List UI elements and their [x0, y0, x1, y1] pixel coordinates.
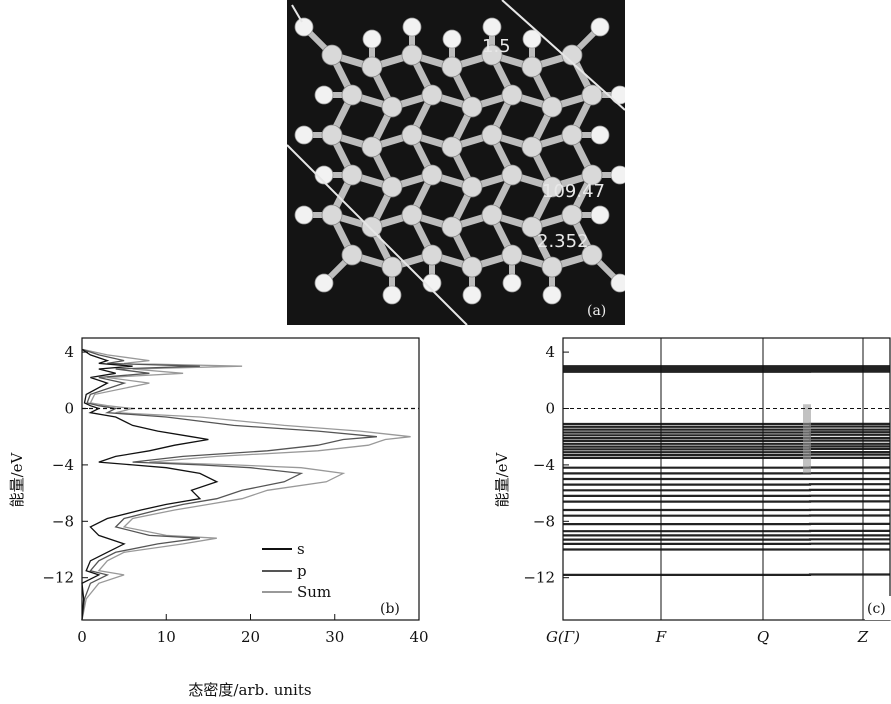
y-tick-label: −12	[523, 569, 555, 587]
k-point-label: Z	[857, 628, 869, 646]
silicon-atom	[362, 137, 382, 157]
hydrogen-atom	[483, 18, 501, 36]
silicon-atom	[322, 205, 342, 225]
hydrogen-atom	[295, 126, 313, 144]
silicon-atom	[402, 45, 422, 65]
panel-c-label: (c)	[867, 601, 886, 617]
energy-band	[563, 435, 890, 436]
x-tick-label: 20	[241, 628, 260, 646]
silicon-atom	[322, 125, 342, 145]
molecule-image: 109.47 2.352 1.5 (a)	[287, 0, 625, 325]
silicon-atom	[382, 257, 402, 277]
silicon-atom	[442, 137, 462, 157]
x-tick-label: 30	[325, 628, 344, 646]
silicon-atom	[502, 85, 522, 105]
silicon-atom	[422, 85, 442, 105]
hydrogen-atom	[295, 18, 313, 36]
hydrogen-atom	[315, 274, 333, 292]
silicon-atom	[342, 85, 362, 105]
dos-series-p	[82, 349, 377, 620]
silicon-atom	[462, 97, 482, 117]
panel-a-label: (a)	[587, 303, 606, 319]
hydrogen-atom	[591, 206, 609, 224]
dos-series-sum	[82, 349, 411, 620]
y-tick-label: −8	[533, 512, 555, 530]
hydrogen-atom	[591, 126, 609, 144]
silicon-atom	[382, 177, 402, 197]
silicon-atom	[462, 257, 482, 277]
silicon-atom	[502, 245, 522, 265]
structure-panel: 109.47 2.352 1.5 (a)	[287, 0, 625, 325]
silicon-atom	[462, 177, 482, 197]
x-tick-label: 40	[409, 628, 428, 646]
silicon-atom	[342, 245, 362, 265]
band-panel: 4 0 −4 −8 −12 G(Γ) F Q Z (c) 能量/eV	[495, 330, 891, 700]
legend-label-s: s	[297, 540, 305, 558]
hydrogen-atom	[315, 86, 333, 104]
legend-label-p: p	[297, 562, 307, 580]
hydrogen-atom	[363, 30, 381, 48]
silicon-atom	[542, 257, 562, 277]
band-overlap-shade	[803, 404, 811, 473]
silicon-atom	[482, 125, 502, 145]
silicon-atom	[482, 205, 502, 225]
k-point-label: G(Γ)	[546, 628, 580, 646]
y-tick-label: 4	[545, 343, 555, 361]
silicon-atom	[442, 217, 462, 237]
bond-length-label: 2.352	[537, 231, 589, 252]
silicon-atom	[442, 57, 462, 77]
legend-label-sum: Sum	[297, 583, 331, 601]
x-tick-label: 0	[77, 628, 87, 646]
silicon-atom	[322, 45, 342, 65]
k-point-label: Q	[757, 628, 769, 646]
y-axis-label: 能量/eV	[8, 451, 26, 507]
legend: s p Sum	[262, 540, 331, 601]
silicon-atom	[542, 97, 562, 117]
hydrogen-atom	[463, 286, 481, 304]
silicon-atom	[562, 125, 582, 145]
panel-b-label: (b)	[380, 601, 400, 617]
silicon-atom	[522, 57, 542, 77]
silicon-atom	[502, 165, 522, 185]
energy-band	[563, 449, 890, 450]
y-tick-label: 0	[545, 400, 555, 418]
silicon-atom	[562, 205, 582, 225]
x-tick-label: 10	[157, 628, 176, 646]
hydrogen-atom	[611, 86, 625, 104]
silicon-atom	[362, 57, 382, 77]
y-tick-label: −4	[52, 456, 74, 474]
hydrogen-atom	[383, 286, 401, 304]
bond-angle-label: 109.47	[542, 181, 605, 202]
y-tick-label: −8	[52, 512, 74, 530]
hydrogen-atom	[503, 274, 521, 292]
hydrogen-atom	[403, 18, 421, 36]
y-tick-label: −4	[533, 456, 555, 474]
y-tick-label: −12	[42, 569, 74, 587]
bond-length-label-top: 1.5	[482, 36, 511, 57]
silicon-atom	[382, 97, 402, 117]
hydrogen-atom	[295, 206, 313, 224]
hydrogen-atom	[591, 18, 609, 36]
silicon-atom	[522, 137, 542, 157]
hydrogen-atom	[611, 166, 625, 184]
silicon-atom	[402, 125, 422, 145]
silicon-atom	[362, 217, 382, 237]
k-point-label: F	[655, 628, 667, 646]
hydrogen-atom	[443, 30, 461, 48]
band-chart: 4 0 −4 −8 −12 G(Γ) F Q Z (c) 能量/eV	[495, 330, 891, 700]
y-tick-label: 4	[64, 343, 74, 361]
silicon-atom	[422, 245, 442, 265]
y-tick-label: 0	[64, 400, 74, 418]
y-axis-label-c: 能量/eV	[495, 451, 511, 507]
silicon-atom	[402, 205, 422, 225]
silicon-atom	[422, 165, 442, 185]
energy-band	[563, 367, 890, 368]
hydrogen-atom	[543, 286, 561, 304]
hydrogen-atom	[611, 274, 625, 292]
x-axis-label: 态密度/arb. units	[188, 681, 311, 699]
silicon-atom	[342, 165, 362, 185]
